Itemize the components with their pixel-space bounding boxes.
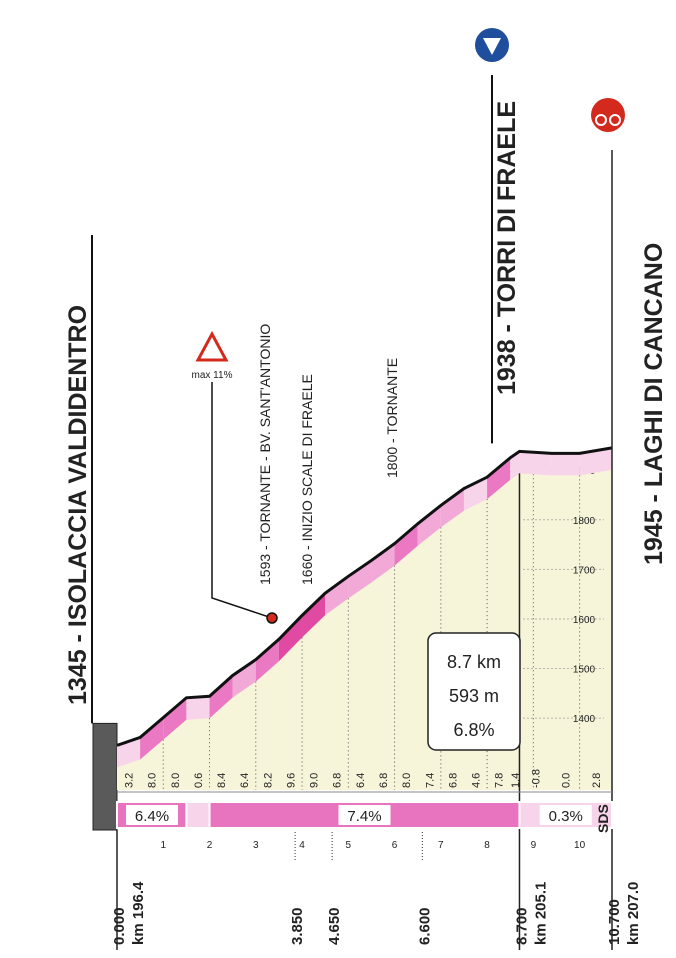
gradient-segment (348, 560, 372, 599)
distance-label: 6.600 (416, 907, 433, 945)
distance-label: 8.700 (513, 907, 530, 945)
x-tick-label: 9 (531, 840, 537, 851)
gradient-segment (551, 453, 580, 476)
start-label: 1345 - ISOLACCIA VALDIDENTRO (64, 305, 92, 705)
summit-icon-symbol (483, 38, 501, 55)
segment-bar (185, 801, 211, 829)
start-block (92, 722, 118, 831)
gradient-segment (440, 488, 464, 528)
gradient-label: 9.0 (309, 773, 321, 788)
gradient-label: 0.0 (561, 773, 573, 788)
summary-line: 8.7 km (447, 652, 501, 672)
x-tick-label: 1 (160, 840, 166, 851)
gradient-segment (371, 543, 395, 583)
gradient-label: 6.4 (239, 773, 251, 788)
waypoint-label: 1660 - INIZIO SCALE DI FRAELE (299, 374, 315, 585)
gradient-segment (463, 477, 488, 511)
segment-label: 0.3% (549, 808, 583, 825)
x-tick-label: 6 (392, 840, 398, 851)
gradient-segment (209, 675, 233, 719)
gradient-label: 8.0 (170, 773, 182, 788)
km-label: km 207.0 (625, 882, 642, 945)
km-label: km 196.4 (130, 881, 147, 945)
y-tick-label: 1700 (573, 565, 596, 576)
max-gradient-icon (195, 330, 229, 362)
gradient-label: 6.8 (332, 773, 344, 788)
y-tick-label: 1400 (573, 714, 596, 725)
segment-label-box (338, 805, 391, 825)
x-tick-label: 3 (253, 840, 259, 851)
gradient-segment (579, 447, 612, 476)
x-tick-label: 2 (207, 840, 213, 851)
gradient-segment (519, 451, 552, 476)
leader-line (211, 382, 273, 619)
segment-label-box (539, 805, 592, 825)
waypoint-label: 1800 - TORNANTE (384, 358, 400, 478)
gradient-segment (325, 576, 349, 616)
x-tick-label: 10 (574, 840, 586, 851)
gradient-label: 3.2 (124, 773, 136, 788)
gradient-label: 4.6 (471, 773, 483, 788)
gradient-label: 2.8 (591, 773, 603, 788)
km-label: km 205.1 (532, 882, 549, 945)
distance-label: 10.700 (606, 899, 623, 945)
gradient-label: 7.8 (494, 773, 506, 788)
gradient-label: 0.6 (193, 773, 205, 788)
summary-line: 6.8% (453, 720, 494, 740)
distance-label: 3.850 (289, 907, 306, 945)
gradient-label: 9.6 (285, 773, 297, 788)
y-tick-label: 1600 (573, 615, 596, 626)
y-tick-label: 1800 (573, 516, 596, 527)
gradient-segment (302, 593, 326, 638)
gradient-segment (255, 639, 279, 682)
x-tick-label: 5 (346, 840, 352, 851)
profile-line (116, 446, 613, 747)
brand: SDS (595, 804, 611, 833)
gradient-label: -0.8 (531, 769, 543, 788)
gradient-label: 8.0 (401, 773, 413, 788)
y-tick-label: 1500 (573, 665, 596, 676)
gradient-segment (140, 717, 164, 760)
segment-label: 7.4% (347, 808, 381, 825)
summit-label: 1938 - TORRI DI FRAELE (493, 101, 521, 395)
gradient-label: 6.8 (447, 773, 459, 788)
gradient-segment (510, 451, 520, 480)
gradient-segment (232, 659, 256, 698)
gradient-label: 7.4 (424, 773, 436, 788)
segment-label: 6.4% (135, 808, 169, 825)
max-gradient-label: max 11% (192, 370, 233, 381)
x-tick-label: 4 (299, 840, 305, 851)
waypoint-label: 1593 - TORNANTE - BV. SANT'ANTONIO (257, 324, 273, 585)
gradient-segment (394, 523, 418, 566)
gradient-label: 8.2 (262, 773, 274, 788)
gradient-segment (163, 697, 187, 740)
distance-label: 0.000 (111, 907, 128, 945)
x-tick-label: 8 (484, 840, 490, 851)
summary-line: 593 m (449, 686, 499, 706)
gradient-label: 8.4 (216, 773, 228, 788)
gradient-segment (278, 615, 303, 662)
finish-icon (591, 98, 625, 132)
gradient-label: 8.0 (147, 773, 159, 788)
finish-icon-symbol (595, 114, 607, 126)
gradient-label: 6.8 (378, 773, 390, 788)
gradient-segment (186, 696, 210, 720)
distance-label: 4.650 (326, 907, 343, 945)
finish-label: 1945 - LAGHI DI CANCANO (640, 243, 668, 565)
summary-box (427, 632, 521, 751)
x-tick-label: 7 (438, 840, 444, 851)
segment-label-box (126, 805, 178, 825)
max-gradient-point (266, 612, 278, 624)
gradient-segment (417, 505, 441, 546)
gradient-segment (487, 457, 511, 500)
profile-area (117, 447, 612, 790)
gradient-label: 6.4 (355, 773, 367, 788)
finish-icon-symbol (609, 114, 621, 126)
